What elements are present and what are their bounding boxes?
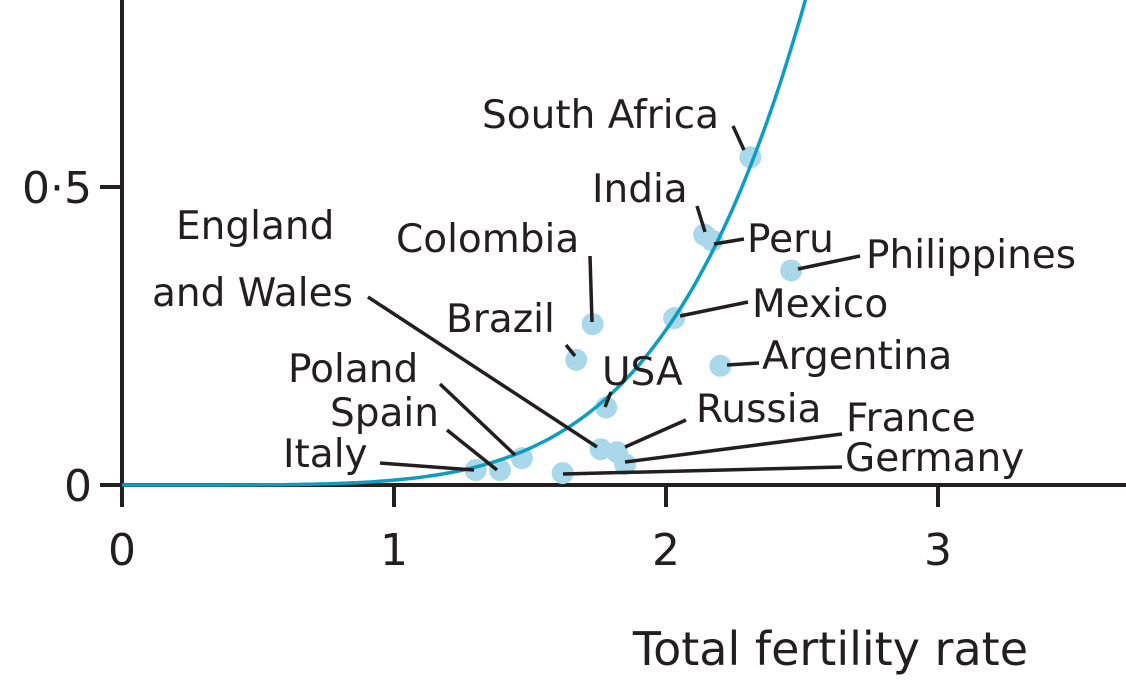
label-france: France <box>846 396 976 441</box>
leader-colombia <box>588 255 594 323</box>
label-poland: Poland <box>288 347 418 392</box>
label-england-line2: and Wales <box>152 271 353 316</box>
x-tick-label: 2 <box>652 525 680 576</box>
leader-argentina <box>726 361 760 367</box>
label-usa: USA <box>602 350 683 395</box>
label-argentina: Argentina <box>762 334 952 379</box>
label-philippines: Philippines <box>866 233 1076 278</box>
point-labels: South Africa India Peru Philippines Colo… <box>152 93 1076 481</box>
label-brazil: Brazil <box>446 297 555 342</box>
x-tick-label: 0 <box>108 525 136 576</box>
data-point-brazil <box>565 348 588 371</box>
y-ticks: 0 0·5 <box>22 163 122 512</box>
leader-usa <box>603 391 613 408</box>
data-point-france <box>614 453 637 476</box>
data-point-germany <box>551 462 574 485</box>
leader-lines <box>367 125 861 476</box>
label-india: India <box>592 167 688 212</box>
leader-russia <box>624 418 687 449</box>
data-point-spain <box>489 459 512 482</box>
leader-poland <box>438 382 517 457</box>
label-spain: Spain <box>330 391 439 436</box>
label-england-line1: England <box>176 204 334 249</box>
leader-brazil <box>564 343 577 358</box>
label-mexico: Mexico <box>752 282 888 327</box>
x-ticks: 0 1 2 3 <box>108 485 952 576</box>
leader-germany <box>562 465 843 476</box>
label-russia: Russia <box>696 387 821 432</box>
x-tick-label: 1 <box>380 525 408 576</box>
data-point-philippines <box>780 259 803 282</box>
label-south-africa: South Africa <box>482 93 719 138</box>
leader-spain <box>445 428 499 472</box>
leader-england-wales <box>367 295 598 449</box>
leader-india <box>695 205 707 233</box>
y-tick-label: 0·5 <box>22 163 92 214</box>
data-point-england-and-wales <box>589 438 612 461</box>
data-point-argentina <box>709 354 732 377</box>
leader-italy <box>379 461 475 472</box>
label-peru: Peru <box>747 217 834 262</box>
leader-south-africa <box>731 125 746 151</box>
y-tick-label: 0 <box>64 461 92 512</box>
leader-philippines <box>797 254 861 271</box>
label-germany: Germany <box>845 436 1024 481</box>
x-axis-title: Total fertility rate <box>632 622 1028 676</box>
leader-mexico <box>679 300 749 318</box>
data-point-colombia <box>581 313 604 336</box>
label-colombia: Colombia <box>396 217 579 262</box>
label-italy: Italy <box>283 432 368 477</box>
leader-france <box>624 432 843 464</box>
leader-peru <box>713 237 745 246</box>
x-tick-label: 3 <box>924 525 952 576</box>
data-point-peru <box>701 229 724 252</box>
